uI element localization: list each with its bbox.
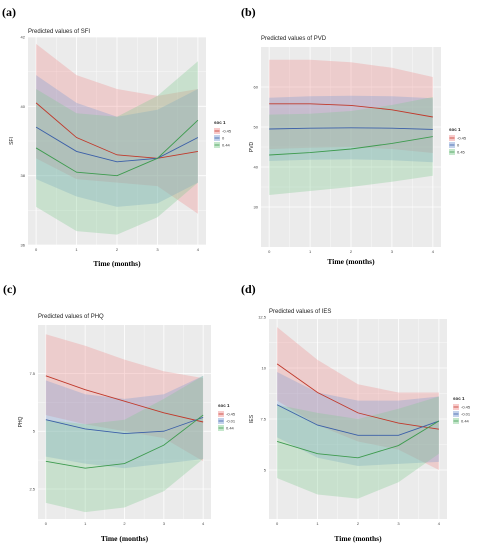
confidence-band-1	[45, 334, 204, 462]
y-tick-label: 40	[21, 104, 26, 109]
y-tick-label: 38	[21, 173, 26, 178]
series-line-1	[269, 103, 433, 118]
y-axis-label: SFI	[9, 137, 15, 145]
legend-label: -0.01	[226, 419, 236, 424]
x-tick-label: 1	[84, 521, 87, 526]
y-tick-label: 2.5	[29, 486, 35, 491]
series-line-1	[35, 102, 198, 159]
confidence-band-2	[277, 372, 439, 466]
y-tick-label: 60	[254, 85, 259, 90]
x-tick-label: 4	[202, 521, 205, 526]
legend-label: 0.44	[461, 419, 470, 424]
series-line-3	[45, 414, 204, 469]
x-tick-label: 3	[163, 521, 166, 526]
y-axis-label: PHQ	[18, 416, 24, 427]
y-tick-label: 42	[21, 35, 26, 40]
y-tick-label: 50	[254, 125, 259, 130]
series-line-3	[269, 136, 433, 156]
x-tick-label: 3	[156, 247, 159, 252]
panel-label: (d)	[241, 282, 256, 296]
panel-label: (c)	[3, 282, 16, 296]
legend-label: 0.44	[222, 143, 231, 148]
series-line-2	[276, 404, 440, 436]
y-tick-label: 7.5	[29, 371, 35, 376]
x-tick-label: 0	[268, 249, 271, 254]
legend-title: soc 1	[214, 120, 226, 125]
panel-label: (b)	[241, 5, 256, 19]
x-tick-label: 4	[438, 521, 441, 526]
x-axis-label: Time (months)	[334, 534, 382, 543]
legend-label: 0	[222, 136, 225, 141]
chart-svg-a: (a) Predicted values of SFI 36 38 40 42 0 1 2 3 4 T…	[2, 5, 232, 268]
x-tick-label: 1	[75, 247, 78, 252]
x-tick-label: 3	[397, 521, 400, 526]
series-line-2	[35, 126, 199, 163]
confidence-band-1	[277, 327, 439, 471]
y-tick-label: 5	[33, 429, 36, 434]
x-tick-label: 2	[357, 521, 360, 526]
confidence-band-2	[36, 75, 198, 207]
chart-panel-b: (b) Predicted values of PVD 30 40 50 60 0 1 2 3 4 T…	[241, 0, 482, 275]
x-tick-label: 3	[391, 249, 394, 254]
series-line-2	[269, 127, 433, 130]
legend-label: 0.45	[457, 150, 466, 155]
series-line-1	[45, 375, 204, 423]
legend-label: -0.01	[461, 412, 471, 417]
x-axis-label: Time (months)	[101, 534, 149, 543]
x-axis-label: Time (months)	[93, 259, 141, 268]
x-tick-label: 0	[276, 521, 279, 526]
legend-title: soc 1	[218, 403, 230, 408]
y-tick-label: 10	[262, 365, 267, 370]
y-tick-label: 5	[264, 468, 267, 473]
series-line-3	[35, 119, 199, 177]
legend-title: soc 1	[453, 396, 465, 401]
chart-title: Predicted values of PVD	[261, 36, 327, 42]
x-tick-label: 0	[45, 521, 48, 526]
chart-panel-a: (a) Predicted values of SFI 36 38 40 42 0 1 2 3 4 T…	[0, 0, 241, 275]
x-tick-label: 2	[123, 521, 126, 526]
x-tick-label: 1	[309, 249, 312, 254]
x-tick-label: 0	[35, 247, 38, 252]
chart-title: Predicted values of SFI	[28, 29, 90, 35]
x-tick-label: 1	[316, 521, 319, 526]
y-axis-label: IES	[249, 414, 255, 423]
confidence-band-3	[269, 97, 433, 195]
series-line-1	[276, 363, 439, 430]
legend-label: 0	[457, 143, 460, 148]
legend-label: -0.45	[222, 129, 232, 134]
x-tick-label: 2	[116, 247, 119, 252]
chart-panel-d: (d) Predicted values of IES 5 7.5 10 12.5 0 1 2 3…	[241, 275, 482, 550]
chart-svg-d: (d) Predicted values of IES 5 7.5 10 12.5 0 1 2 3…	[241, 282, 471, 543]
y-tick-label: 40	[254, 165, 259, 170]
y-tick-label: 30	[254, 205, 259, 210]
confidence-band-3	[36, 61, 198, 235]
legend-label: -0.45	[457, 136, 467, 141]
chart-title: Predicted values of IES	[269, 309, 331, 315]
y-tick-label: 7.5	[260, 417, 266, 422]
confidence-band-1	[269, 59, 433, 153]
confidence-band-3	[45, 375, 204, 513]
confidence-band-1	[36, 43, 198, 214]
legend-label: -0.45	[461, 405, 471, 410]
chart-svg-b: (b) Predicted values of PVD 30 40 50 60 0 1 2 3 4 T…	[241, 5, 467, 266]
x-tick-label: 2	[350, 249, 353, 254]
chart-title: Predicted values of PHQ	[38, 314, 104, 320]
y-tick-label: 12.5	[258, 314, 267, 319]
legend-title: soc 1	[449, 127, 461, 132]
y-axis-label: PVD	[249, 141, 255, 152]
panel-label: (a)	[2, 5, 16, 19]
legend-label: -0.45	[226, 412, 236, 417]
chart-panel-c: (c) Predicted values of PHQ 2.5 5 7.5 0 1 2 3 4 Ti…	[0, 275, 241, 550]
chart-svg-c: (c) Predicted values of PHQ 2.5 5 7.5 0 1 2 3 4 Ti…	[3, 282, 236, 543]
x-axis-label: Time (months)	[327, 257, 375, 266]
series-line-2	[45, 416, 204, 434]
series-line-3	[276, 420, 440, 459]
x-tick-label: 4	[197, 247, 200, 252]
x-tick-label: 4	[432, 249, 435, 254]
y-tick-label: 36	[21, 243, 26, 248]
confidence-band-2	[269, 95, 433, 163]
confidence-band-3	[277, 396, 439, 499]
legend-label: 0.44	[226, 426, 235, 431]
